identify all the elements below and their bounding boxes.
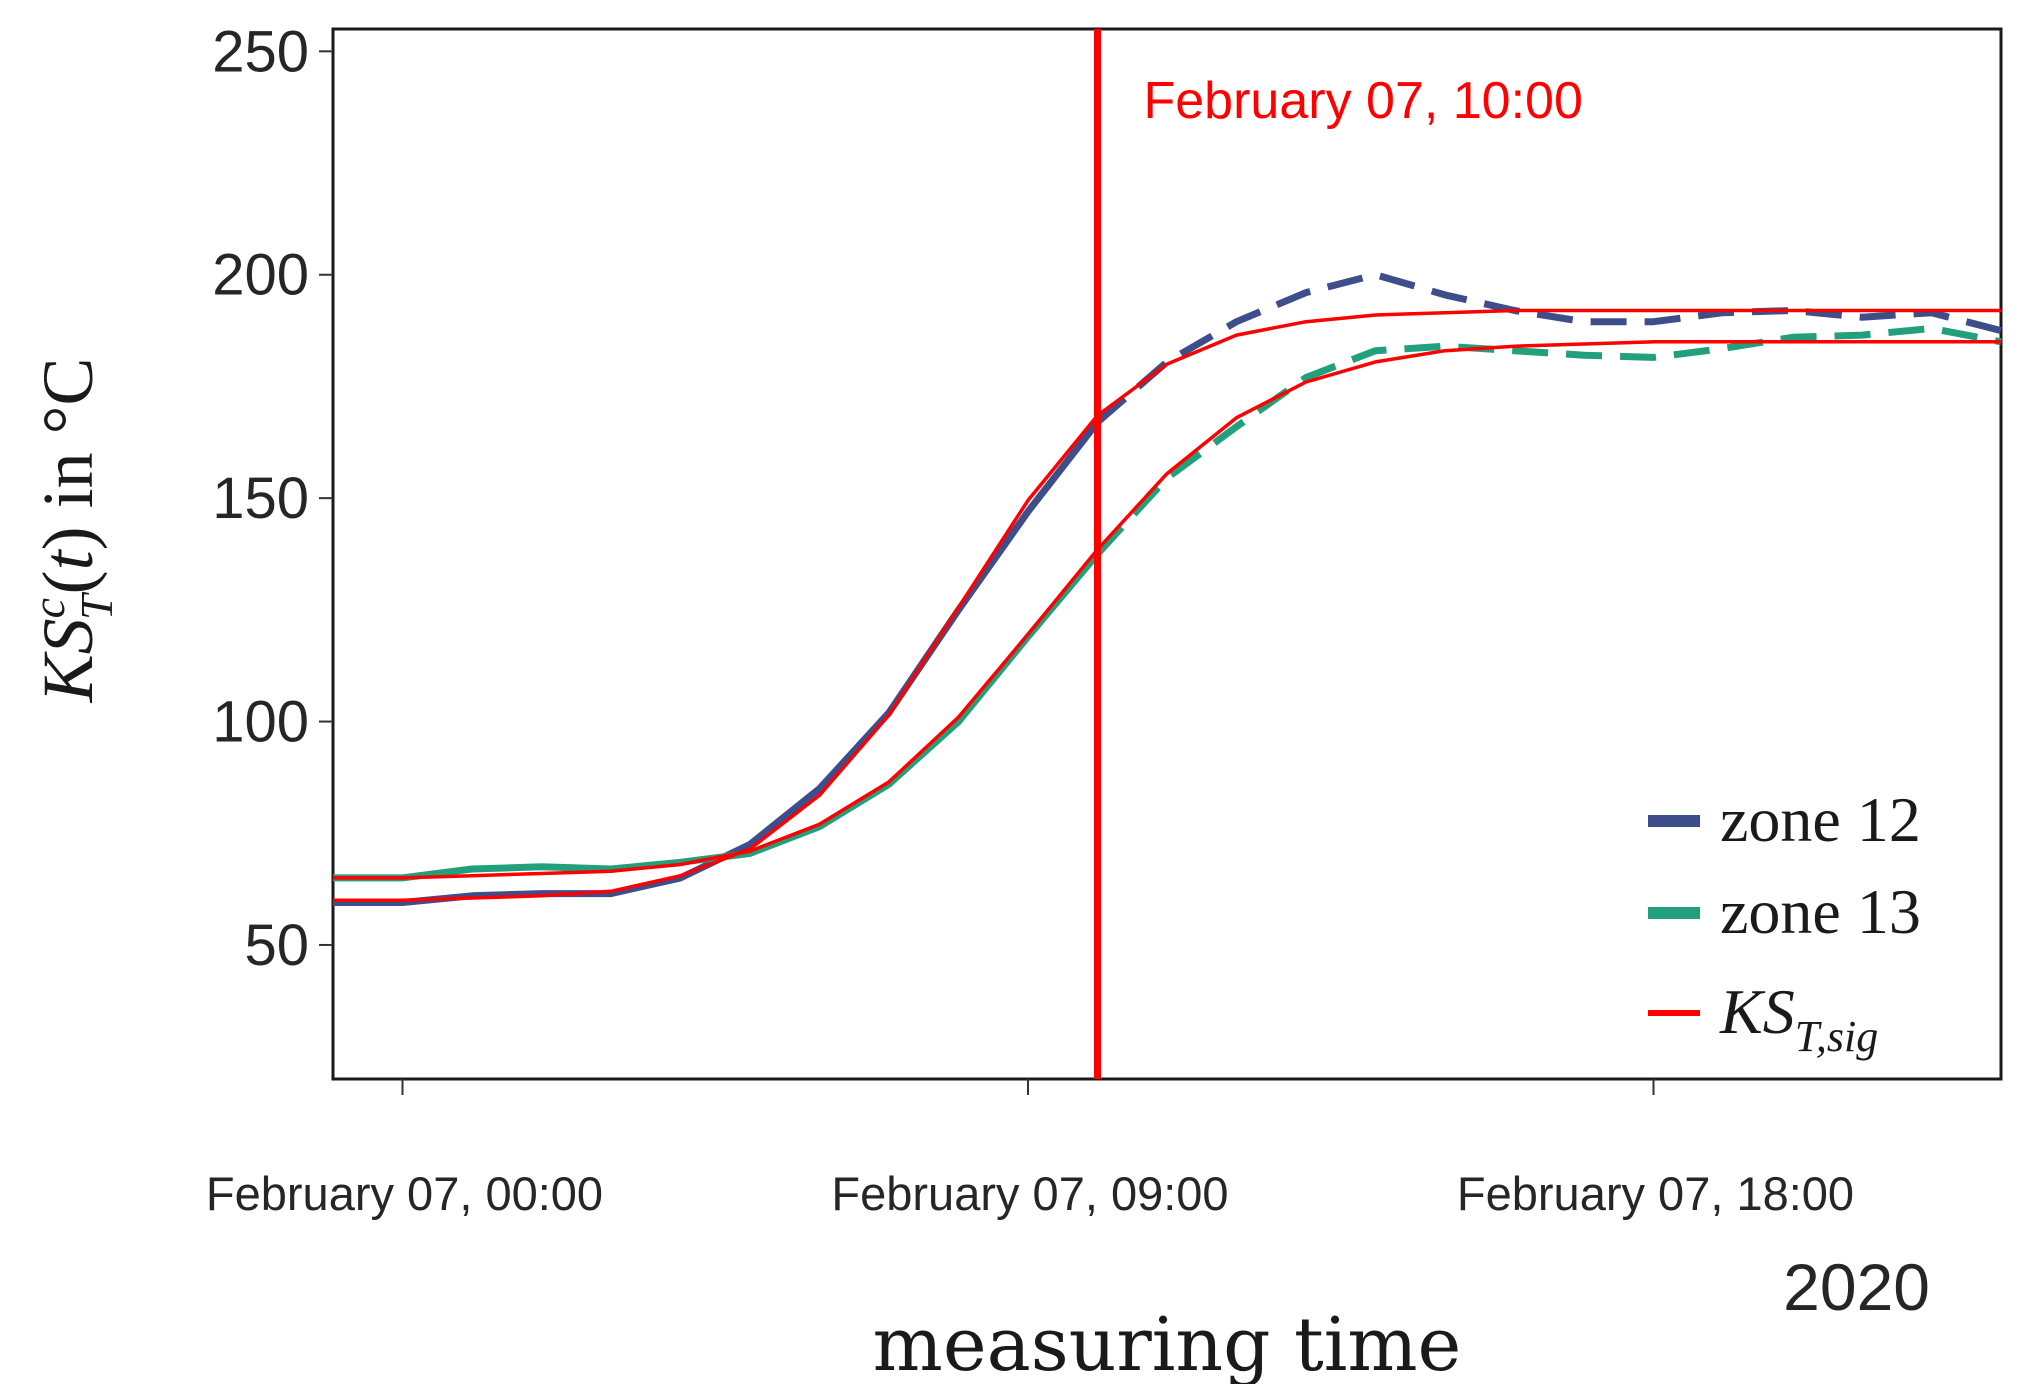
y-axis-ticks: 50 100 150 200 250 (212, 19, 333, 978)
y-tick-label: 200 (212, 243, 309, 308)
x-axis-ticks: February 07, 00:00 February 07, 09:00 Febr… (206, 1079, 1854, 1220)
y-tick-label: 50 (244, 913, 309, 978)
plot-area (331, 27, 2003, 1081)
x-tick-label: February 07, 18:00 (1457, 1167, 1854, 1220)
x-tick-label: February 07, 00:00 (206, 1167, 603, 1220)
annotation-layer: February 07, 10:00 (1094, 29, 1583, 1079)
x-offset-label: 2020 (1783, 1250, 1930, 1324)
y-tick-label: 100 (212, 690, 309, 755)
legend-label: zone 13 (1720, 876, 1921, 947)
svg-text:KScT(t) in °C: KScT(t) in °C (23, 358, 122, 704)
fit-line (333, 308, 2001, 903)
y-tick-label: 250 (212, 19, 309, 84)
series-line-solid (333, 551, 1101, 882)
legend: zone 12 zone 13 KST,sig (1648, 784, 1921, 1061)
y-axis-label: KScT(t) in °C (23, 358, 122, 704)
x-tick-label: February 07, 09:00 (831, 1167, 1228, 1220)
y-tick-label: 150 (212, 466, 309, 531)
fit-line (333, 340, 2001, 880)
annotation-label: February 07, 10:00 (1144, 72, 1583, 130)
legend-label: KST,sig (1719, 976, 1878, 1061)
x-axis-label: measuring time (873, 1302, 1462, 1384)
series-line-dashed (1094, 324, 2002, 557)
legend-label: zone 12 (1720, 784, 1921, 855)
series-line-solid (333, 420, 1101, 906)
series-line-dashed (1095, 271, 2002, 425)
series-layer (333, 271, 2002, 906)
